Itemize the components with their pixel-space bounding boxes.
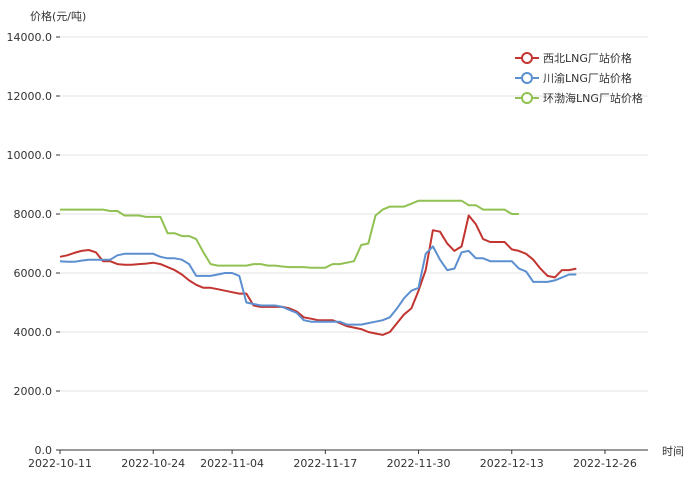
legend-marker-0 [521,52,533,64]
gridlines [60,36,648,392]
x-tick-label: 2022-12-13 [480,457,544,470]
legend-label-2: 环渤海LNG厂站价格 [543,91,643,105]
x-tick-label: 2022-11-17 [293,457,357,470]
legend-item-2[interactable]: 环渤海LNG厂站价格 [515,91,643,105]
y-axis-ticks: 0.0 2000.0 4000.0 6000.0 8000.0 10000.0 12000.… [7,31,60,457]
y-tick-label: 2000.0 [14,385,53,398]
x-tick-label: 2022-11-30 [387,457,451,470]
legend-item-0[interactable]: 西北LNG厂站价格 [515,51,632,65]
x-tick-label: 2022-12-26 [573,457,637,470]
y-tick-label: 14000.0 [7,31,53,44]
x-tick-label: 2022-10-11 [28,457,92,470]
x-axis-label: 时间 [662,445,684,458]
series-line-2 [60,199,519,269]
y-axis-label: 价格(元/吨) [30,9,86,23]
legend-label-1: 川渝LNG厂站价格 [543,71,632,85]
y-tick-label: 12000.0 [7,90,53,103]
legend-item-1[interactable]: 川渝LNG厂站价格 [515,71,632,85]
y-tick-label: 6000.0 [14,267,53,280]
series-line-0 [59,214,577,336]
y-tick-label: 4000.0 [14,326,53,339]
y-tick-label: 8000.0 [14,208,53,221]
y-tick-label: 0.0 [35,444,53,457]
y-tick-label: 10000.0 [7,149,53,162]
legend-marker-2 [521,92,533,104]
legend-marker-1 [521,72,533,84]
x-tick-label: 2022-10-24 [121,457,185,470]
x-tick-label: 2022-11-04 [200,457,264,470]
series-lines [59,199,577,336]
legend-label-0: 西北LNG厂站价格 [543,51,632,65]
series-line-1 [59,245,577,326]
x-axis: 2022-10-11 2022-10-24 2022-11-04 2022-11-17… [28,449,648,470]
